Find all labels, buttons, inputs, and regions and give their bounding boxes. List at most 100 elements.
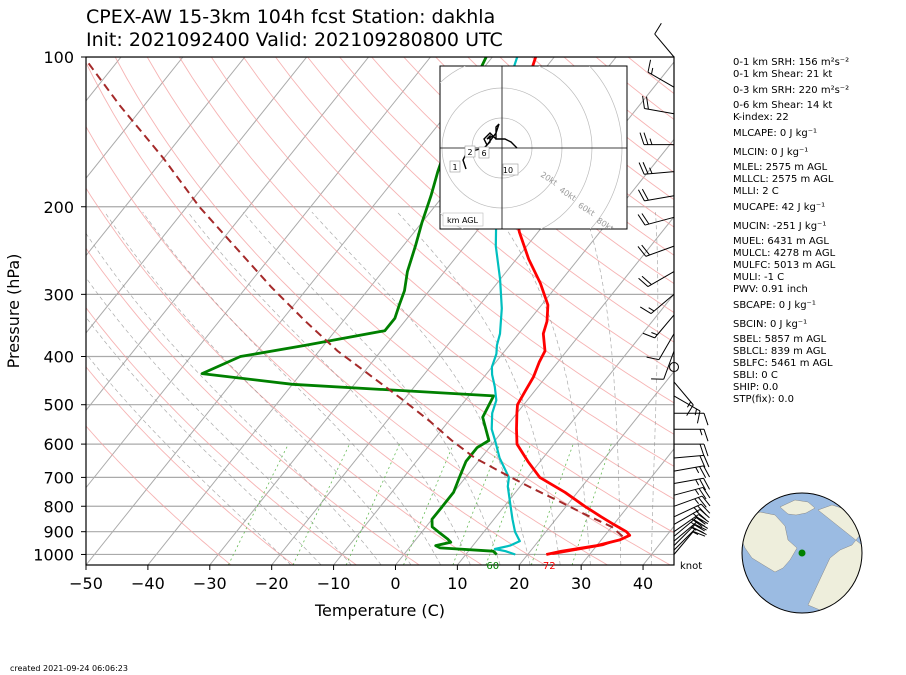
barb-half-flag: [694, 489, 700, 496]
barb-flag: [699, 455, 706, 468]
barb-flag: [643, 132, 649, 145]
barb-half-flag: [695, 467, 700, 474]
dry-adiabat: [86, 125, 545, 565]
hodograph-height-box: [478, 146, 490, 159]
barb-flag: [637, 189, 645, 202]
barb-staff: [673, 381, 694, 406]
x-tick-label: −20: [255, 574, 289, 593]
hodograph-height-label: 6: [481, 149, 486, 158]
wind-barb: [642, 95, 675, 115]
barb-half-flag: [694, 408, 698, 416]
wind-barb: [642, 314, 675, 339]
barb-flag: [703, 478, 711, 490]
mixing-ratio-line: [452, 443, 501, 565]
barb-half-flag: [693, 507, 699, 513]
y-tick-label: 700: [43, 468, 74, 487]
barb-flag: [699, 478, 707, 491]
wind-barb: [673, 395, 701, 424]
index-line: MLLCL: 2575 m AGL: [733, 174, 834, 185]
globe-americas: [742, 511, 798, 573]
wind-barb: [639, 293, 675, 315]
wind-barb: [674, 428, 709, 442]
barb-flag: [647, 59, 652, 73]
barb-flag: [651, 378, 664, 380]
barb-staff: [654, 33, 675, 58]
dry-adiabat: [86, 307, 357, 565]
barb-flag: [641, 244, 650, 256]
station-marker: [798, 549, 806, 557]
hodograph-height-box: [502, 163, 519, 176]
moist-adiabat: [187, 211, 471, 565]
index-line: MULCL: 4278 m AGL: [733, 248, 836, 259]
index-line: SHIP: 0.0: [733, 382, 779, 393]
barb-staff: [654, 314, 675, 339]
index-line: MUEL: 6431 m AGL: [733, 236, 829, 247]
hodograph-trace: [462, 123, 518, 170]
barb-flag: [641, 275, 652, 285]
x-tick-label: 10: [447, 574, 467, 593]
isotherm: [456, 293, 674, 565]
created-timestamp: created 2021-09-24 06:06:23: [10, 664, 128, 673]
wind-barb: [674, 412, 709, 426]
y-tick-label: 400: [43, 348, 74, 367]
wind-barb: [674, 443, 709, 457]
hodograph-legend-box: [442, 212, 484, 227]
isotherm: [86, 57, 431, 489]
mixing-ratio-line: [485, 443, 532, 565]
barb-staff: [644, 195, 675, 202]
mixing-ratio-line: [345, 443, 400, 565]
barb-staff: [673, 477, 704, 484]
barb-staff: [673, 495, 703, 507]
barb-flag: [646, 96, 649, 110]
wind-barb: [673, 495, 711, 508]
barb-flag: [641, 188, 649, 201]
dry-adiabat: [243, 57, 674, 435]
index-line: MUCIN: -251 J kg⁻¹: [733, 221, 827, 232]
moist-adiabat: [650, 212, 659, 565]
y-tick-label: 900: [43, 523, 74, 542]
index-line: 0-6 km Shear: 14 kt: [733, 100, 833, 111]
index-line: MULI: -1 C: [733, 272, 785, 283]
barb-staff: [673, 528, 696, 551]
mixing-ratio-line: [292, 443, 350, 565]
dry-adiabat: [86, 247, 420, 565]
barb-flag: [639, 132, 645, 145]
moist-adiabat: [311, 211, 531, 565]
wind-barb: [647, 59, 675, 88]
x-tick-label: −10: [317, 574, 351, 593]
wind-barb: [673, 486, 711, 500]
barb-half-flag: [650, 67, 654, 75]
barb-flag: [703, 429, 709, 442]
isotherm: [86, 57, 370, 412]
barb-half-flag: [699, 429, 703, 436]
wind-barb: [673, 381, 694, 416]
barb-flag: [699, 443, 705, 457]
y-tick-label: 800: [43, 497, 74, 516]
x-tick-label: −50: [69, 574, 103, 593]
barb-flag: [690, 521, 702, 530]
barb-staff: [673, 486, 704, 496]
barb-flag: [637, 246, 647, 257]
barb-flag: [699, 466, 707, 478]
wind-barb: [638, 162, 675, 175]
moist-adiabat: [86, 232, 382, 565]
mixing-ratio-line: [403, 443, 454, 565]
dry-adiabat: [178, 57, 674, 500]
barb-flag: [696, 511, 707, 521]
barb-staff: [650, 293, 675, 314]
barb-staff: [644, 216, 675, 226]
barb-flag: [642, 332, 655, 339]
wind-barb: [637, 213, 675, 226]
barb-staff: [673, 503, 702, 518]
x-tick-label: 40: [633, 574, 653, 593]
barb-flag: [692, 513, 703, 523]
dry-adiabat: [275, 57, 674, 404]
barb-flag: [703, 443, 709, 457]
index-line: SBLFC: 5461 m AGL: [733, 358, 833, 369]
barb-flag: [642, 162, 649, 175]
moist-adiabat: [86, 316, 322, 565]
index-line: SBCAPE: 0 J kg⁻¹: [733, 300, 816, 311]
barb-staff: [644, 171, 675, 175]
